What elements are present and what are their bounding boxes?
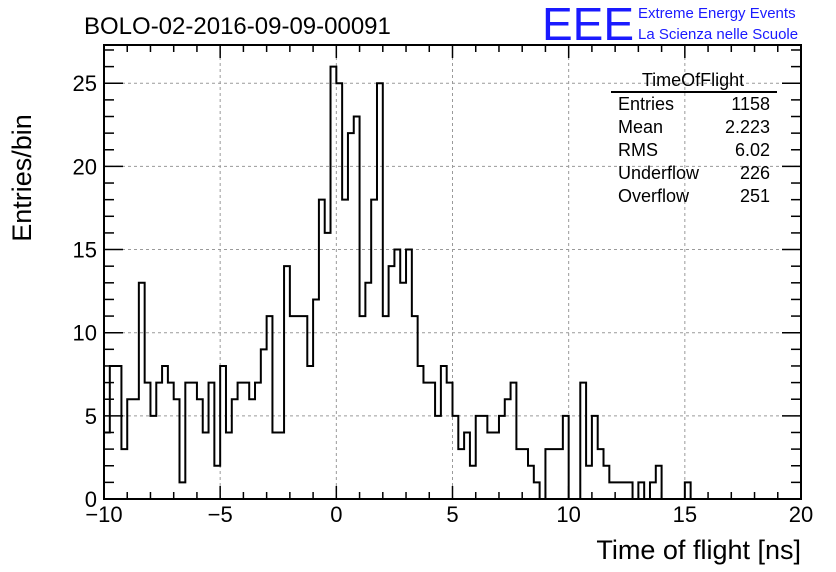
x-tick-label: −5: [208, 502, 233, 527]
stats-underflow-label: Underflow: [618, 163, 700, 183]
stats-entries-label: Entries: [618, 94, 674, 114]
y-tick-label: 15: [73, 238, 97, 263]
eee-logo: EEE: [542, 0, 634, 50]
logo-subtitle-line1: Extreme Energy Events: [638, 5, 796, 22]
x-tick-label: 0: [330, 502, 342, 527]
stats-box: TimeOfFlight Entries 1158 Mean 2.223 RMS…: [611, 70, 777, 206]
y-tick-label: 20: [73, 154, 97, 179]
stats-entries-value: 1158: [731, 94, 770, 114]
y-tick-label: 25: [73, 71, 97, 96]
x-tick-label: 5: [446, 502, 458, 527]
x-tick-label: 20: [789, 502, 813, 527]
stats-overflow-label: Overflow: [618, 186, 690, 206]
stats-underflow-value: 226: [740, 163, 770, 183]
histogram-line: [104, 65, 697, 500]
stats-rms-label: RMS: [618, 140, 658, 160]
run-title: BOLO-02-2016-09-09-00091: [84, 13, 391, 40]
y-tick-label: 10: [73, 321, 97, 346]
x-tick-label: 10: [556, 502, 580, 527]
x-tick-label: −10: [85, 502, 122, 527]
stats-overflow-value: 251: [740, 186, 770, 206]
logo-subtitle-line2: La Scienza nelle Scuole: [638, 26, 798, 43]
y-tick-label: 0: [85, 487, 97, 512]
axis-ticks: [103, 45, 802, 500]
x-tick-label: 15: [673, 502, 697, 527]
y-tick-label: 5: [85, 404, 97, 429]
stats-mean-value: 2.223: [725, 117, 770, 137]
x-tick-labels: −10 −5 0 5 10 15 20: [85, 502, 813, 527]
y-axis-title: Entries/bin: [7, 114, 37, 242]
x-axis-title: Time of flight [ns]: [596, 535, 801, 565]
y-tick-labels: 0 5 10 15 20 25: [73, 71, 97, 512]
stats-title: TimeOfFlight: [642, 70, 744, 90]
stats-mean-label: Mean: [618, 117, 663, 137]
stats-rms-value: 6.02: [735, 140, 770, 160]
